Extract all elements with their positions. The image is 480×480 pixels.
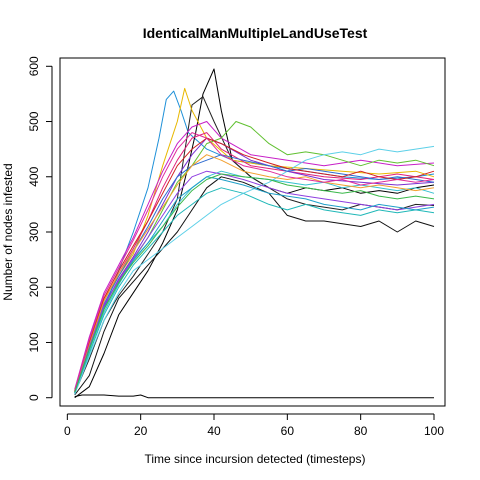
series-line-5 [74,394,434,399]
series-line-6 [74,87,435,392]
y-tick-label: 300 [27,222,41,242]
x-axis-label: Time since incursion detected (timesteps… [145,452,366,466]
series-line-7 [74,121,435,390]
y-axis: 0 100 200 300 400 500 600 [27,56,53,401]
series-line-14 [74,154,435,393]
x-tick-label: 0 [64,424,71,438]
x-axis: 0 20 40 60 80 100 [64,413,444,438]
x-tick-label: 40 [207,424,221,438]
series-line-17 [74,170,435,393]
y-axis-label: Number of nodes infested [1,163,15,300]
series-line-3 [74,176,435,396]
x-tick-label: 80 [354,424,368,438]
y-tick-label: 500 [27,111,41,131]
series-line-1 [74,90,435,393]
y-tick-label: 200 [27,277,41,297]
y-tick-label: 400 [27,166,41,186]
series-line-12 [74,145,435,395]
series-line-2 [74,68,435,399]
chart-title: IdenticalManMultipleLandUseTest [143,25,368,41]
series-line-19 [74,132,435,391]
plot-frame [59,57,446,407]
y-tick-label: 0 [27,394,41,401]
x-tick-label: 60 [281,424,295,438]
series-line-20 [74,173,435,393]
series-line-11 [74,187,435,394]
y-tick-label: 600 [27,56,41,76]
series-line-16 [74,154,435,392]
series-line-18 [74,176,435,393]
x-tick-label: 20 [134,424,148,438]
y-tick-label: 100 [27,332,41,352]
x-tick-label: 100 [424,424,444,438]
series-layer [74,68,435,399]
series-line-15 [74,137,435,392]
